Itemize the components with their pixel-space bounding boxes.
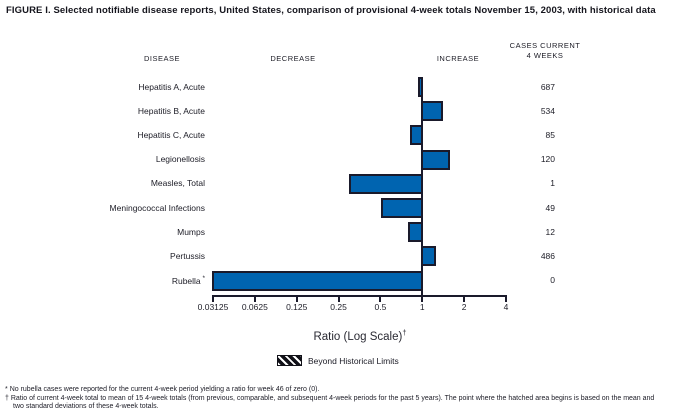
disease-label: Pertussis bbox=[170, 250, 205, 261]
x-axis-tick-label: 0.0625 bbox=[241, 302, 268, 312]
footnote-rubella: * No rubella cases were reported for the… bbox=[5, 386, 665, 394]
disease-label-footnote-marker: * bbox=[200, 275, 205, 283]
disease-label: Hepatitis B, Acute bbox=[137, 105, 205, 116]
disease-label: Meningococcal Infections bbox=[109, 202, 205, 213]
x-axis-tick-label: 0.25 bbox=[330, 302, 347, 312]
footnote-ratio-marker: † bbox=[5, 394, 9, 402]
column-header-disease: DISEASE bbox=[143, 54, 180, 63]
x-axis-title-dagger: † bbox=[402, 328, 407, 337]
ratio-bar bbox=[421, 101, 444, 122]
x-axis-title: Ratio (Log Scale)† bbox=[213, 328, 507, 343]
ratio-bar bbox=[410, 125, 424, 146]
legend-label: Beyond Historical Limits bbox=[308, 355, 399, 366]
disease-label: Hepatitis C, Acute bbox=[137, 129, 205, 140]
footnotes: * No rubella cases were reported for the… bbox=[5, 386, 665, 412]
x-axis-tick-label: 1 bbox=[419, 302, 425, 312]
figure-title: FIGURE I. Selected notifiable disease re… bbox=[6, 5, 656, 16]
ratio-bar bbox=[418, 77, 424, 97]
footnote-rubella-text: No rubella cases were reported for the c… bbox=[9, 386, 320, 393]
disease-label: Hepatitis A, Acute bbox=[138, 81, 205, 92]
column-header-cases-line2: 4 WEEKS bbox=[526, 50, 564, 60]
x-axis-title-text: Ratio (Log Scale) bbox=[313, 330, 403, 343]
x-axis-tick bbox=[463, 297, 466, 302]
x-axis-tick bbox=[421, 297, 424, 302]
footnote-rubella-marker: * bbox=[5, 386, 8, 393]
disease-label: Measles, Total bbox=[150, 178, 205, 189]
ratio-bar bbox=[421, 149, 450, 170]
ratio-bar bbox=[407, 222, 424, 243]
disease-label: Mumps bbox=[177, 226, 205, 237]
cases-value: 12 bbox=[545, 226, 555, 237]
cases-value: 120 bbox=[540, 154, 555, 165]
x-axis-tick bbox=[253, 297, 256, 302]
cases-value: 49 bbox=[545, 202, 555, 213]
x-axis-tick bbox=[295, 297, 298, 302]
cases-value: 85 bbox=[545, 129, 555, 140]
column-header-increase: INCREASE bbox=[436, 54, 480, 63]
column-header-cases-line1: CASES CURRENT bbox=[509, 41, 581, 50]
x-axis-tick-label: 0.125 bbox=[286, 302, 308, 312]
disease-label: Rubella * bbox=[171, 275, 205, 286]
x-axis-tick bbox=[505, 297, 507, 302]
column-header-decrease: DECREASE bbox=[270, 54, 316, 63]
hatched-swatch-icon bbox=[277, 355, 302, 366]
ratio-bar bbox=[380, 198, 424, 218]
cases-value: 0 bbox=[550, 275, 555, 286]
x-axis-tick-label: 4 bbox=[503, 302, 509, 312]
ratio-bar bbox=[212, 270, 424, 291]
cases-value: 486 bbox=[540, 250, 555, 261]
cases-value: 534 bbox=[540, 105, 555, 116]
cases-value: 1 bbox=[550, 178, 555, 189]
x-axis-tick-label: 0.03125 bbox=[197, 302, 229, 312]
x-axis-tick-label: 0.5 bbox=[374, 302, 387, 312]
x-axis-tick-label: 2 bbox=[461, 302, 467, 312]
x-axis-tick bbox=[379, 297, 382, 302]
footnote-ratio-text: Ratio of current 4-week total to mean of… bbox=[10, 394, 655, 410]
column-header-cases-current: CASES CURRENT 4 WEEKS bbox=[493, 41, 597, 60]
ratio-bar bbox=[421, 246, 437, 267]
ratio-bar bbox=[348, 173, 424, 194]
cases-value: 687 bbox=[540, 81, 555, 92]
x-axis-tick bbox=[212, 297, 214, 302]
x-axis-line bbox=[212, 295, 507, 297]
legend: Beyond Historical Limits bbox=[277, 355, 399, 366]
footnote-ratio: † Ratio of current 4-week total to mean … bbox=[5, 395, 665, 411]
disease-label: Legionellosis bbox=[155, 154, 205, 165]
x-axis-tick bbox=[337, 297, 340, 302]
